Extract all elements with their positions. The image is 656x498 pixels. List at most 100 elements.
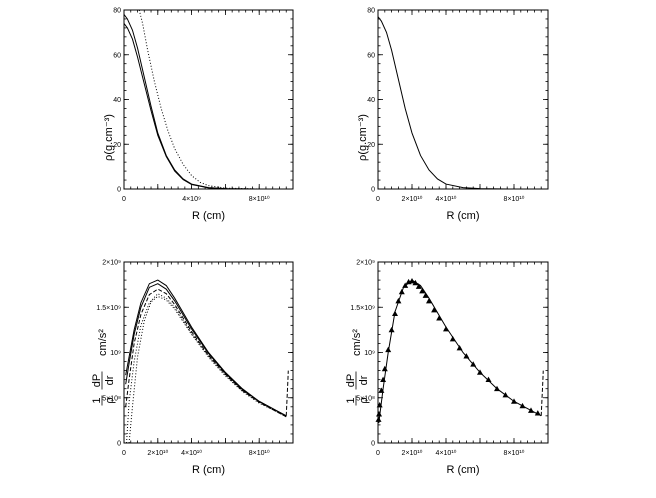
x-tick-label: 4×10¹⁰ <box>436 195 457 203</box>
chart-panel-4: 0 2×10¹⁰ 4×10¹⁰ 8×10¹⁰ 0 5×10⁸ 10⁹ 1.5×10⁹ 2×10⁹… <box>345 260 549 476</box>
y-tick-label: 0 <box>371 441 375 448</box>
y-tick-label: 0 <box>371 187 375 194</box>
y-axis-label: ρ(g.cm⁻³) <box>357 114 369 161</box>
y-label-deriv-num: dP <box>345 374 357 387</box>
triangle-marker <box>463 353 470 359</box>
y-label-deriv-den: dr <box>104 375 116 385</box>
series-line-3 <box>125 288 287 418</box>
triangle-marker <box>392 310 398 316</box>
y-tick-label: 80 <box>113 8 121 15</box>
y-label-frac-den: ρ <box>104 397 116 403</box>
triangle-marker <box>511 398 517 404</box>
y-tick-label: 60 <box>113 52 121 59</box>
y-tick-label: 10⁹ <box>364 350 375 357</box>
triangle-marker <box>443 325 449 332</box>
series-line-2 <box>540 370 544 416</box>
y-axis-label: 1 ρ dP dr cm/s² <box>91 329 116 406</box>
triangle-marker <box>519 402 526 409</box>
y-tick-label: 5×10⁸ <box>356 395 375 402</box>
x-tick-label: 0 <box>376 196 380 203</box>
y-tick-label: 2×10⁹ <box>102 260 121 267</box>
y-label-deriv-den: dr <box>358 375 370 385</box>
y-label-units: cm/s² <box>351 329 363 356</box>
y-label-frac-num: 1 <box>91 397 103 403</box>
triangle-marker <box>436 315 443 321</box>
x-tick-label: 0 <box>122 196 126 203</box>
x-tick-label: 8×10¹⁰ <box>249 449 270 457</box>
y-tick-label: 1.5×10⁹ <box>96 305 121 312</box>
x-axis-label: R (cm) <box>447 210 480 222</box>
y-tick-label: 40 <box>113 97 121 104</box>
series-line-1 <box>378 279 542 424</box>
x-tick-label: 2×10¹⁰ <box>402 195 423 203</box>
triangle-marker <box>402 282 409 288</box>
y-label-units: cm/s² <box>97 329 109 356</box>
x-tick-label: 2×10¹⁰ <box>402 449 423 457</box>
triangle-marker <box>415 283 422 289</box>
series-line-2 <box>125 283 287 417</box>
x-tick-label: 4×10¹⁰ <box>436 449 457 457</box>
y-tick-label: 80 <box>367 8 375 15</box>
triangle-marker <box>412 279 419 286</box>
triangle-marker <box>502 392 509 398</box>
triangle-marker <box>426 297 432 304</box>
triangle-marker <box>431 306 438 313</box>
y-label-frac-num: 1 <box>345 397 357 403</box>
chart-panel-3: 0 2×10¹⁰ 4×10¹⁰ 8×10¹⁰ 0 5×10⁸ 10⁹ 1.5×10⁹ 2×10⁹… <box>91 260 294 476</box>
y-tick-label: 5×10⁸ <box>102 395 121 402</box>
y-axis-label: 1 ρ dP dr cm/s² <box>345 329 370 406</box>
triangle-marker <box>376 411 383 417</box>
chart-panel-2: 0 2×10¹⁰ 4×10¹⁰ 8×10¹⁰ 0 20 40 60 80 R (cm) ρ(g.cm… <box>357 8 549 222</box>
y-tick-label: 0 <box>117 187 121 194</box>
y-tick-label: 0 <box>117 441 121 448</box>
x-tick-label: 4×10¹⁰ <box>181 449 202 457</box>
triangle-marker <box>494 385 500 392</box>
triangle-marker <box>398 288 405 295</box>
series-line-1 <box>124 14 260 189</box>
triangle-marker <box>378 387 385 393</box>
x-axis-label: R (cm) <box>192 210 225 222</box>
y-tick-label: 40 <box>367 97 375 104</box>
triangle-marker <box>534 410 541 416</box>
y-tick-label: 60 <box>367 52 375 59</box>
series-line-2 <box>124 23 260 189</box>
series-line-4 <box>128 295 287 443</box>
triangle-marker <box>376 401 383 408</box>
x-axis-label: R (cm) <box>192 464 225 476</box>
chart-panel-1: 0 4×10⁹ 8×10¹⁰ 0 20 40 60 80 R (cm) ρ(g.cm⁻³) <box>103 8 294 222</box>
triangle-marker <box>477 369 483 375</box>
triangle-marker <box>470 361 477 367</box>
triangle-marker <box>528 407 534 413</box>
triangle-marker <box>449 335 456 342</box>
triangle-marker <box>385 346 392 353</box>
series-line-3 <box>138 10 260 189</box>
triangle-marker <box>388 326 395 333</box>
triangle-marker <box>456 344 463 351</box>
triangle-marker <box>375 416 382 422</box>
triangle-marker <box>380 376 387 383</box>
triangle-marker <box>422 292 429 298</box>
x-tick-label: 8×10¹⁰ <box>249 195 270 203</box>
series-line-1 <box>125 279 287 417</box>
y-tick-label: 20 <box>367 142 375 149</box>
triangle-marker <box>485 376 492 383</box>
y-tick-label: 2×10⁹ <box>356 260 375 267</box>
y-label-deriv-num: dP <box>91 374 103 387</box>
triangle-marker <box>395 297 402 304</box>
triangle-marker <box>409 278 415 284</box>
series-line-1 <box>378 16 515 189</box>
y-label-frac-den: ρ <box>358 397 370 403</box>
x-tick-label: 2×10¹⁰ <box>147 449 168 457</box>
series-line-5 <box>126 293 287 443</box>
triangle-marker <box>419 287 426 294</box>
y-axis-label: ρ(g.cm⁻³) <box>103 114 115 161</box>
series-line-6 <box>285 370 289 416</box>
triangle-marker <box>381 365 388 372</box>
x-tick-label: 0 <box>122 450 126 457</box>
x-tick-label: 8×10¹⁰ <box>504 449 525 457</box>
y-tick-label: 10⁹ <box>110 350 121 357</box>
y-tick-label: 20 <box>113 142 121 149</box>
x-tick-label: 4×10⁹ <box>182 196 201 203</box>
x-axis-label: R (cm) <box>447 464 480 476</box>
